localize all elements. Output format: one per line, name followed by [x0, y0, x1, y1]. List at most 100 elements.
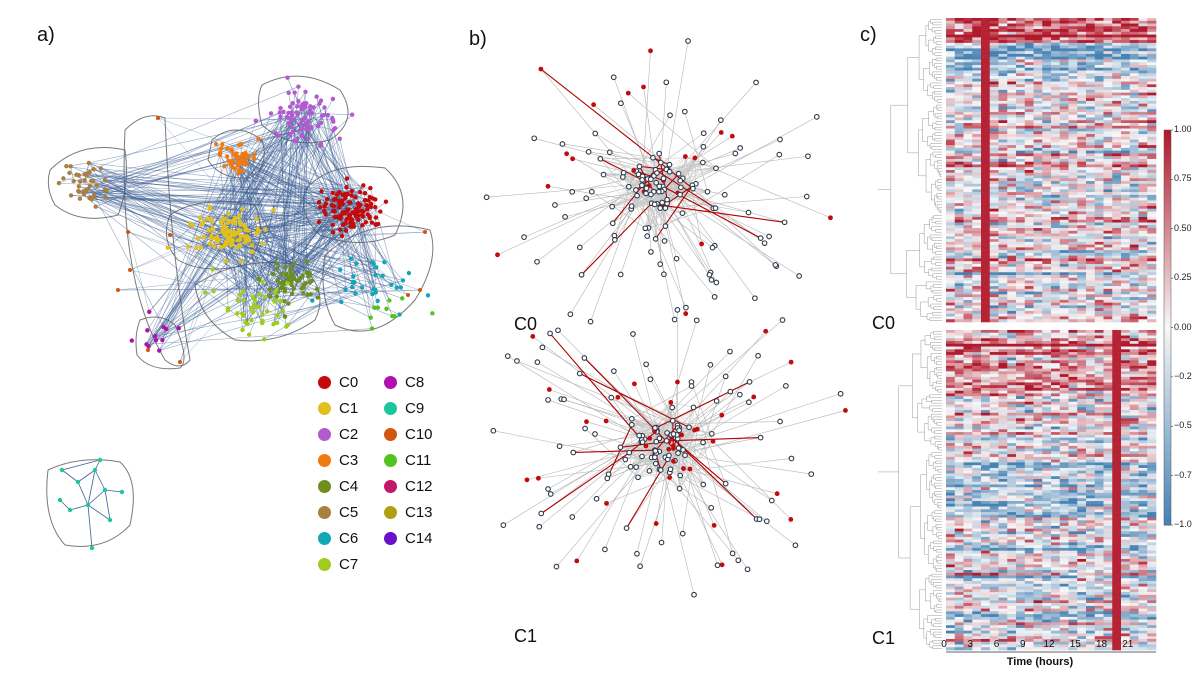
- node: [805, 153, 811, 160]
- node: [373, 272, 378, 278]
- node: [202, 290, 208, 295]
- node: [592, 431, 598, 437]
- node: [318, 98, 324, 103]
- node: [373, 222, 379, 227]
- node: [713, 398, 720, 404]
- node: [295, 279, 300, 284]
- node: [291, 117, 297, 123]
- node: [667, 475, 672, 481]
- node: [330, 96, 336, 102]
- node: [713, 165, 719, 172]
- node: [737, 145, 744, 151]
- node: [546, 387, 552, 392]
- legend-label: C7: [339, 555, 359, 573]
- node: [348, 200, 353, 205]
- node: [383, 199, 389, 204]
- node: [555, 327, 561, 334]
- node: [274, 294, 279, 299]
- node: [235, 298, 240, 303]
- node: [330, 190, 335, 196]
- node: [652, 424, 658, 431]
- node: [639, 453, 645, 460]
- node: [246, 332, 252, 337]
- node: [718, 117, 724, 123]
- node: [304, 259, 309, 264]
- x-tick-label: 12: [1043, 639, 1055, 650]
- node: [633, 187, 639, 193]
- node: [685, 38, 691, 44]
- x-tick-label: 15: [1069, 639, 1081, 650]
- node: [700, 481, 707, 488]
- node: [288, 268, 293, 273]
- node: [636, 163, 643, 170]
- node: [236, 168, 241, 173]
- node: [241, 288, 246, 294]
- node: [349, 112, 355, 117]
- node: [156, 116, 160, 120]
- node: [129, 338, 135, 343]
- node: [223, 258, 229, 264]
- node: [353, 291, 358, 296]
- node: [288, 110, 294, 115]
- node: [97, 457, 103, 463]
- node: [574, 558, 580, 564]
- node: [235, 238, 240, 243]
- node: [691, 591, 697, 598]
- node: [648, 191, 654, 198]
- x-tick-label: 21: [1122, 639, 1134, 650]
- cluster-network-panel: [46, 75, 435, 551]
- node: [285, 75, 290, 80]
- node: [675, 379, 680, 385]
- node: [592, 130, 599, 137]
- node: [301, 290, 306, 296]
- node: [299, 132, 305, 138]
- node: [319, 189, 324, 194]
- node: [282, 314, 288, 319]
- node: [319, 113, 325, 119]
- node: [241, 158, 246, 164]
- node: [102, 177, 108, 183]
- node: [390, 314, 395, 319]
- node: [356, 217, 361, 222]
- node: [662, 205, 669, 211]
- node: [323, 212, 328, 217]
- node: [534, 258, 540, 265]
- node: [663, 79, 670, 86]
- node: [373, 215, 379, 220]
- node: [628, 203, 635, 209]
- legend-label: C10: [405, 425, 433, 443]
- node: [89, 545, 95, 551]
- node: [238, 154, 243, 160]
- node: [340, 210, 345, 215]
- node: [768, 497, 775, 504]
- node: [240, 313, 246, 319]
- node: [267, 287, 272, 292]
- node: [239, 168, 245, 173]
- node: [837, 390, 844, 397]
- node: [772, 262, 779, 268]
- node: [286, 301, 291, 306]
- node: [659, 199, 666, 206]
- legend-label: C3: [339, 451, 359, 469]
- node: [279, 271, 284, 277]
- node: [688, 383, 695, 389]
- node: [267, 294, 273, 299]
- node: [238, 222, 243, 227]
- node: [406, 293, 410, 297]
- node: [337, 227, 343, 232]
- node: [361, 209, 366, 214]
- node: [617, 444, 624, 451]
- node: [366, 198, 371, 203]
- node: [370, 196, 376, 201]
- node: [593, 495, 600, 502]
- node: [277, 280, 283, 286]
- node: [677, 177, 684, 184]
- node: [315, 295, 320, 300]
- x-tick-label: 0: [941, 639, 947, 650]
- node: [102, 487, 108, 493]
- node: [375, 305, 381, 310]
- node: [285, 322, 291, 328]
- node: [722, 373, 729, 380]
- node: [727, 348, 733, 355]
- node: [318, 120, 324, 126]
